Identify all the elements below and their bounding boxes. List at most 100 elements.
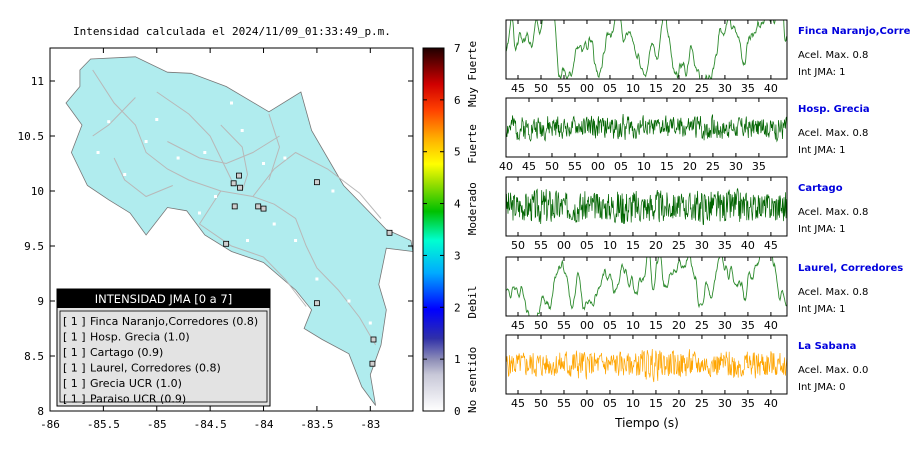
station-marker-11 <box>369 360 376 367</box>
panel-4-tick-label-9: 30 <box>718 397 732 410</box>
legend-item-level-5: [ 1 ] <box>63 393 86 406</box>
colorbar-tick-label-5: 5 <box>454 146 461 159</box>
panel-1-tick-label-10: 30 <box>729 160 743 173</box>
waveform-panel-1: 40 45 50 55 00 05 10 15 20 25 30 35 Hosp. Grecia Acel… <box>499 97 870 173</box>
panel-0-tick-label-4: 05 <box>603 82 617 95</box>
y-tick-label-2: 9 <box>37 295 44 308</box>
colorbar-category-label-4: Muy Fuerte <box>466 41 479 107</box>
panel-1-tick-label-5: 05 <box>614 160 628 173</box>
town-5 <box>283 156 287 160</box>
panel-4-tick-label-1: 50 <box>534 397 548 410</box>
x-tick-label-0: -86 <box>40 418 60 431</box>
colorbar: 0 1 2 3 4 5 6 7 No sentido Debil Moderado Fuerte Muy… <box>422 41 479 418</box>
panel-2-tick-label-10: 40 <box>741 239 755 252</box>
panel-station-name-2: Cartago <box>798 183 843 194</box>
panel-0-tick-label-5: 10 <box>626 82 640 95</box>
road-1 <box>252 196 377 346</box>
road-5 <box>220 124 249 192</box>
panel-0-tick-label-6: 15 <box>649 82 663 95</box>
panel-3-tick-label-9: 30 <box>718 319 732 332</box>
waveform-trace-0 <box>506 20 787 79</box>
waveform-panel-0: 45 50 55 00 05 10 15 20 25 30 35 40 Finca Naranjo,Co… <box>505 19 910 95</box>
station-marker-10 <box>386 229 393 236</box>
colorbar-tick-label-4: 4 <box>454 198 461 211</box>
town-15 <box>262 162 266 165</box>
panel-station-name-3: Laurel, Corredores <box>798 263 903 274</box>
town-7 <box>294 239 298 242</box>
panel-0-tick-label-11: 40 <box>764 82 778 95</box>
colorbar-scale <box>422 47 445 412</box>
legend-item-name-4: Grecia UCR (1.0) <box>90 377 182 390</box>
legend-item-level-3: [ 1 ] <box>63 362 86 375</box>
panel-4-tick-label-2: 55 <box>557 397 571 410</box>
panel-1-tick-label-3: 55 <box>568 160 582 173</box>
panel-0-tick-label-3: 00 <box>580 82 594 95</box>
panel-frame-2 <box>505 176 788 237</box>
road-8 <box>92 97 136 137</box>
station-marker-5 <box>260 205 267 212</box>
panel-3-tick-label-0: 45 <box>511 319 525 332</box>
legend-item-level-4: [ 1 ] <box>63 377 86 390</box>
legend-box <box>56 288 271 407</box>
panel-4-tick-label-0: 45 <box>511 397 525 410</box>
panel-2-tick-label-0: 50 <box>511 239 525 252</box>
x-tick-label-1: -85.5 <box>87 418 120 431</box>
panel-intensity-3: Int JMA: 1 <box>798 304 846 315</box>
panel-2-tick-label-5: 15 <box>626 239 640 252</box>
panel-accel-3: Acel. Max. 0.8 <box>798 287 868 298</box>
waveform-trace-1 <box>506 113 787 143</box>
panel-station-name-4: La Sabana <box>798 341 856 352</box>
panel-frame-4 <box>505 334 788 395</box>
road-6 <box>156 91 232 181</box>
panel-accel-0: Acel. Max. 0.8 <box>798 50 868 61</box>
road-9 <box>167 135 280 165</box>
panel-0-tick-label-1: 50 <box>534 82 548 95</box>
panel-4-tick-label-6: 15 <box>649 397 663 410</box>
road-7 <box>268 113 281 181</box>
costa-rica-landmass <box>65 56 413 406</box>
panel-intensity-4: Int JMA: 0 <box>798 382 846 393</box>
panel-frame-0 <box>505 19 788 80</box>
panel-0-tick-label-10: 35 <box>741 82 755 95</box>
town-19 <box>155 118 159 121</box>
map-area: -86 -85.5 -85 -84.5 -84 -83.5 -83 8 8.5 9 9.5 10 10.… <box>18 47 414 431</box>
waveform-panels: 45 50 55 00 05 10 15 20 25 30 35 40 Finca Naranjo,Co… <box>499 19 910 430</box>
town-11 <box>347 299 351 303</box>
colorbar-tick-label-6: 6 <box>454 94 461 107</box>
legend-item-level-2: [ 1 ] <box>63 346 86 359</box>
town-10 <box>315 277 319 281</box>
town-2 <box>176 156 180 160</box>
x-tick-label-6: -83 <box>360 418 380 431</box>
station-marker-1 <box>236 172 242 179</box>
y-tick-label-3: 9.5 <box>24 240 44 253</box>
legend-item-name-1: Hosp. Grecia (1.0) <box>90 331 190 344</box>
panel-3-tick-label-6: 15 <box>649 319 663 332</box>
panel-frame-3 <box>505 256 788 317</box>
panel-2-tick-label-1: 55 <box>534 239 548 252</box>
station-marker-0 <box>230 180 237 187</box>
panel-3-tick-label-2: 55 <box>557 319 571 332</box>
panel-1-tick-label-8: 20 <box>683 160 697 173</box>
panel-accel-1: Acel. Max. 0.8 <box>798 128 868 139</box>
panel-2-tick-label-3: 05 <box>580 239 594 252</box>
map-content <box>65 56 413 406</box>
panel-1-tick-label-2: 50 <box>545 160 559 173</box>
panel-0-tick-label-2: 55 <box>557 82 571 95</box>
town-13 <box>123 173 127 176</box>
legend-inner-frame <box>59 310 268 403</box>
panel-intensity-2: Int JMA: 1 <box>798 224 846 235</box>
panel-2-tick-label-4: 10 <box>603 239 617 252</box>
panel-3-tick-label-1: 50 <box>534 319 548 332</box>
panel-0-tick-label-8: 25 <box>695 82 709 95</box>
panel-intensity-0: Int JMA: 1 <box>798 67 846 78</box>
town-6 <box>331 189 335 193</box>
panel-1-tick-label-4: 00 <box>591 160 605 173</box>
station-legend: INTENSIDAD JMA [0 a 7] [ 1 ] Finca Naranjo… <box>56 288 271 407</box>
town-12 <box>368 321 372 325</box>
panel-4-tick-label-11: 40 <box>764 397 778 410</box>
map-title: Intensidad calculada el 2024/11/09_01:33… <box>73 25 391 38</box>
panel-0-tick-label-7: 20 <box>672 82 686 95</box>
panel-intensity-1: Int JMA: 1 <box>798 145 846 156</box>
colorbar-tick-label-7: 7 <box>454 42 461 55</box>
